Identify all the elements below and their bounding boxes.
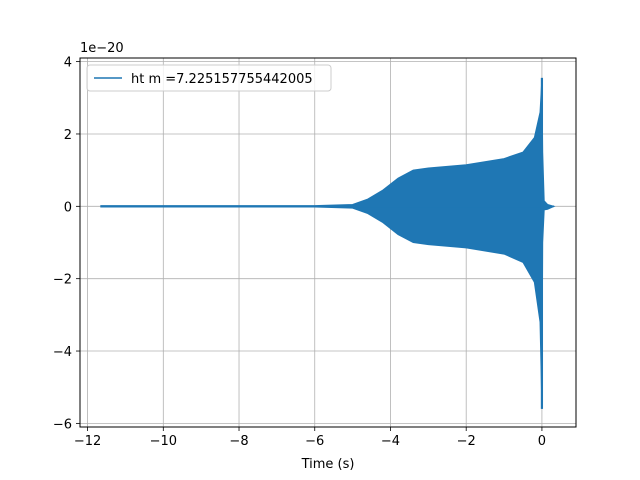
legend-box [86,64,332,92]
x-tick-label: 0 [538,434,546,449]
x-tick-label: −4 [381,434,400,449]
y-tick-label: 2 [64,128,72,143]
axes-frame [79,57,577,428]
x-axis-label: Time (s) [301,457,355,472]
y-offset-label: 1e−20 [80,41,124,56]
x-tick-label: −8 [229,434,248,449]
plot-area [100,77,556,409]
x-tick-label: −10 [150,434,177,449]
y-tick-label: 4 [64,56,72,71]
series-envelope [100,77,556,409]
x-tick-label: −12 [74,434,101,449]
y-tick-label: 0 [64,200,72,215]
x-tick-label: −2 [457,434,476,449]
y-tick-label: −4 [53,345,72,360]
y-tick-label: −2 [53,273,72,288]
legend: ht m =7.225157755442005 [86,64,332,92]
ticks: −12 −10 −8 −6 −4 −2 0 −6 −4 −2 0 2 4 [53,56,546,449]
legend-label: ht m =7.225157755442005 [131,72,313,87]
x-tick-label: −6 [305,434,324,449]
y-tick-label: −6 [53,417,72,432]
